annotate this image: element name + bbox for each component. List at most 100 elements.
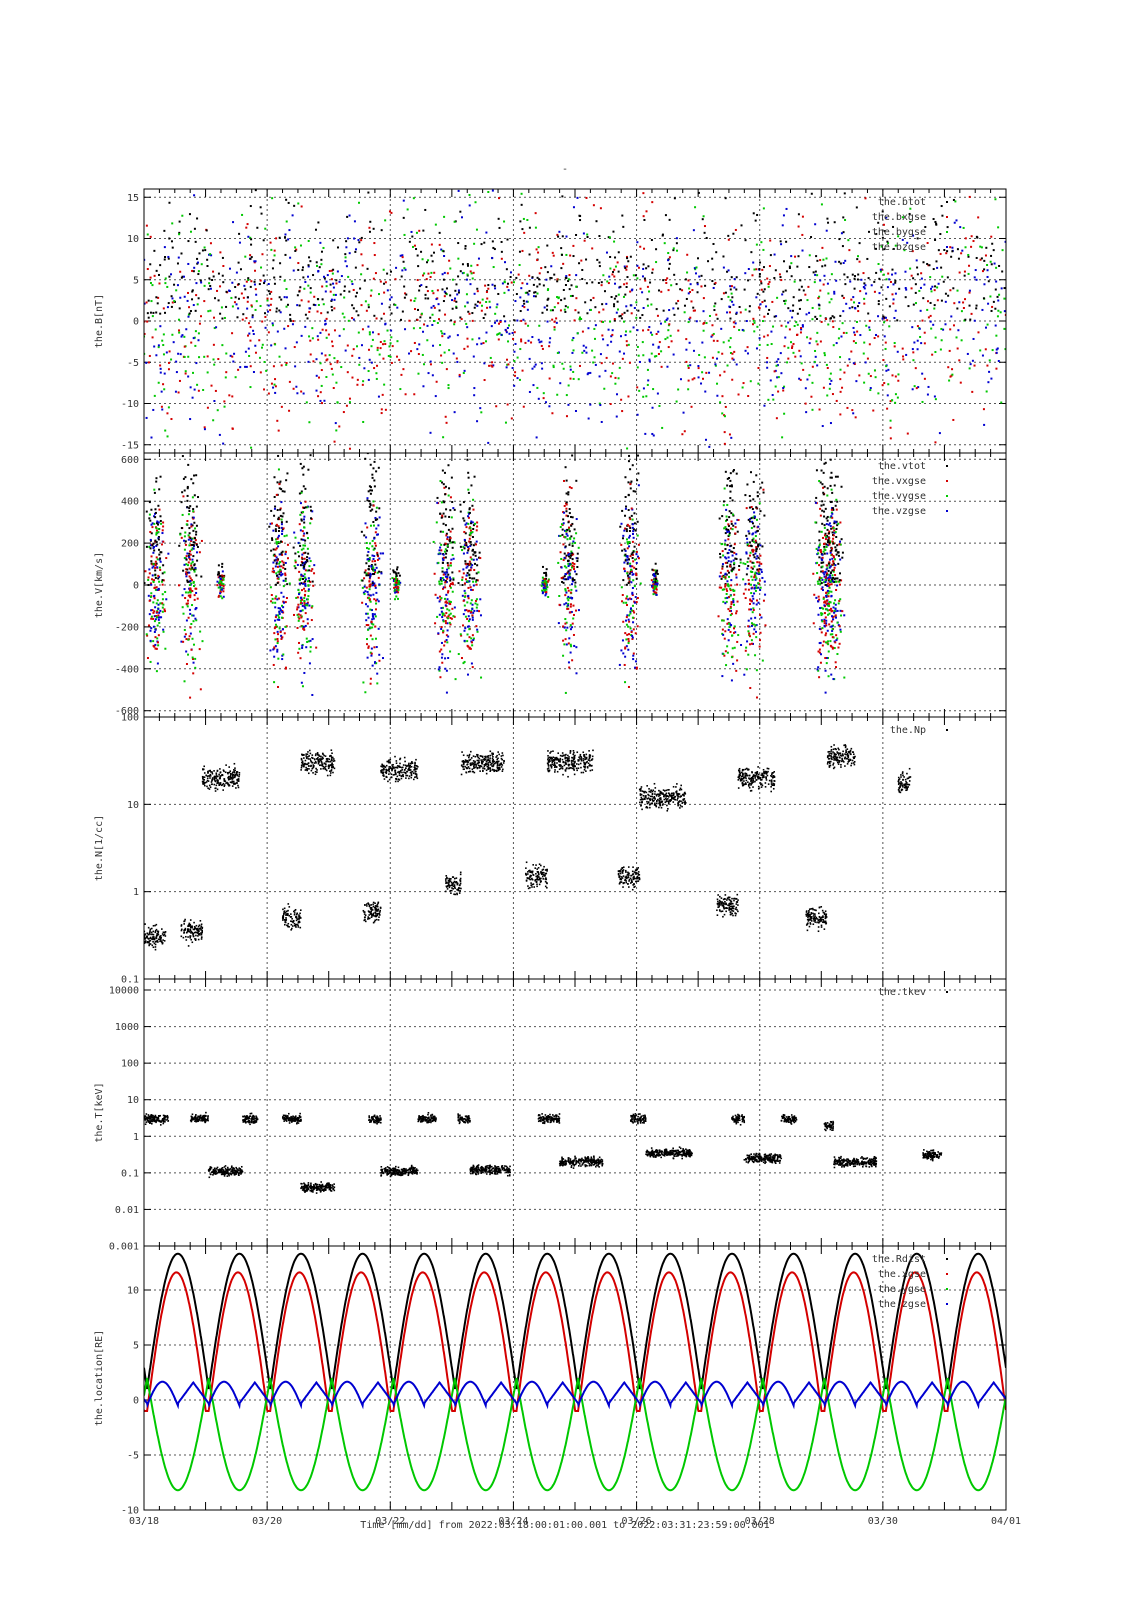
data-point	[729, 299, 732, 302]
data-point	[463, 595, 466, 598]
data-point	[237, 297, 240, 300]
data-point	[798, 299, 801, 302]
data-point	[274, 606, 277, 609]
data-point	[369, 294, 372, 297]
data-point	[979, 349, 982, 352]
data-point	[988, 370, 991, 373]
data-point	[306, 537, 309, 540]
data-point	[465, 574, 468, 577]
data-point	[441, 332, 444, 335]
data-point	[151, 336, 154, 339]
data-point	[276, 598, 279, 601]
data-point	[161, 593, 164, 596]
data-point	[317, 270, 320, 273]
data-point	[151, 578, 154, 581]
data-point	[955, 336, 958, 339]
data-point	[237, 261, 240, 264]
data-point	[188, 527, 191, 530]
data-point	[299, 502, 302, 505]
data-point	[157, 531, 160, 534]
data-point	[442, 620, 445, 623]
data-point	[186, 494, 189, 497]
data-point	[664, 338, 667, 341]
data-point	[732, 232, 735, 235]
data-point	[491, 283, 494, 286]
data-point	[276, 565, 279, 568]
data-point	[981, 270, 984, 273]
data-point	[816, 259, 819, 262]
data-point	[370, 652, 373, 655]
data-point	[702, 215, 705, 218]
data-point	[468, 540, 471, 543]
data-point	[160, 522, 163, 525]
data-point	[474, 201, 477, 204]
data-point	[379, 280, 382, 283]
data-point	[841, 245, 844, 248]
data-point	[564, 535, 567, 538]
data-point	[171, 222, 174, 225]
data-point	[626, 309, 629, 312]
data-point	[376, 551, 379, 554]
data-point	[763, 299, 766, 302]
data-point	[388, 306, 391, 309]
data-point	[600, 281, 603, 284]
data-point	[441, 606, 444, 609]
data-point	[684, 278, 687, 281]
data-point	[851, 306, 854, 309]
data-point	[561, 362, 564, 365]
data-point	[203, 300, 206, 303]
data-point	[853, 331, 856, 334]
data-point	[625, 555, 628, 558]
data-point	[471, 607, 474, 610]
data-point	[766, 343, 769, 346]
data-point	[300, 556, 303, 559]
data-point	[237, 283, 240, 286]
data-point	[365, 624, 368, 627]
data-point	[621, 410, 624, 413]
data-point	[629, 518, 632, 521]
data-point	[167, 368, 170, 371]
data-point	[528, 274, 531, 277]
data-point	[466, 640, 469, 643]
data-point	[466, 601, 469, 604]
data-point	[634, 529, 637, 532]
data-point	[152, 640, 155, 643]
data-point	[527, 339, 530, 342]
data-point	[471, 634, 474, 637]
data-point	[220, 306, 223, 309]
data-point	[469, 527, 472, 530]
data-point	[189, 594, 192, 597]
data-point	[971, 390, 974, 393]
data-point	[816, 343, 819, 346]
data-point	[398, 582, 401, 585]
data-point	[365, 603, 368, 606]
data-point	[424, 297, 427, 300]
data-point	[184, 531, 187, 534]
data-point	[700, 285, 703, 288]
data-point	[682, 411, 685, 414]
data-point	[219, 285, 222, 288]
data-point	[374, 584, 377, 587]
data-point	[751, 274, 754, 277]
data-point	[278, 296, 281, 299]
data-point	[853, 277, 856, 280]
data-point	[732, 358, 735, 361]
data-point	[748, 310, 751, 313]
data-point	[167, 552, 170, 555]
data-point	[170, 295, 173, 298]
data-point	[690, 300, 693, 303]
data-point	[155, 533, 158, 536]
data-point	[209, 309, 212, 312]
data-point	[155, 311, 158, 314]
data-point	[614, 265, 617, 268]
data-point	[285, 296, 288, 299]
data-point	[765, 305, 768, 308]
data-point	[378, 516, 381, 519]
data-point	[197, 332, 200, 335]
data-point	[727, 269, 730, 272]
data-point	[339, 293, 342, 296]
data-point	[275, 541, 278, 544]
data-point	[971, 359, 974, 362]
data-point	[369, 572, 372, 575]
data-point	[259, 304, 262, 307]
